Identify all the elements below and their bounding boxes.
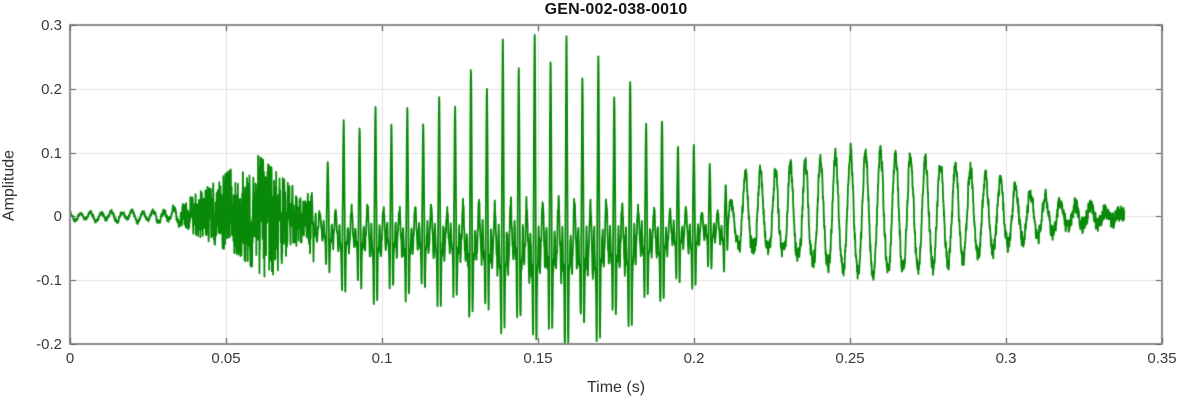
y-tick-label: -0.2 [36, 336, 62, 353]
x-tick-label: 0.1 [371, 350, 393, 367]
y-tick-label: 0 [53, 208, 62, 226]
x-tick-label: 0.05 [211, 350, 241, 367]
x-tick-label: 0.2 [683, 350, 705, 367]
y-tick-label: 0.3 [41, 17, 62, 34]
y-tick-label: -0.1 [36, 272, 62, 290]
x-tick-label: 0.35 [1147, 350, 1177, 367]
x-tick-label: 0.15 [523, 350, 553, 367]
y-axis-label: Amplitude [0, 149, 18, 222]
x-axis-label: Time (s) [586, 379, 646, 396]
x-tick-label: 0 [65, 350, 75, 367]
x-tick-label: 0.3 [995, 350, 1017, 367]
y-tick-label: 0.1 [41, 144, 62, 162]
plot-title: GEN-002-038-0010 [544, 1, 688, 18]
x-tick-label: 0.25 [835, 350, 865, 367]
y-tick-label: 0.2 [41, 80, 62, 98]
